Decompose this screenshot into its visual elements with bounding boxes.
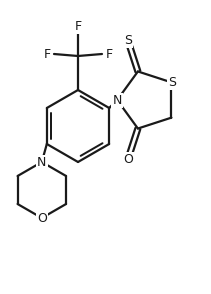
Text: O: O bbox=[123, 153, 133, 166]
Text: N: N bbox=[37, 156, 46, 168]
Text: O: O bbox=[37, 211, 47, 225]
Text: S: S bbox=[124, 34, 132, 46]
Text: F: F bbox=[106, 48, 112, 61]
Text: N: N bbox=[112, 93, 122, 106]
Text: F: F bbox=[74, 19, 82, 33]
Text: S: S bbox=[168, 76, 176, 89]
Text: F: F bbox=[43, 48, 51, 61]
